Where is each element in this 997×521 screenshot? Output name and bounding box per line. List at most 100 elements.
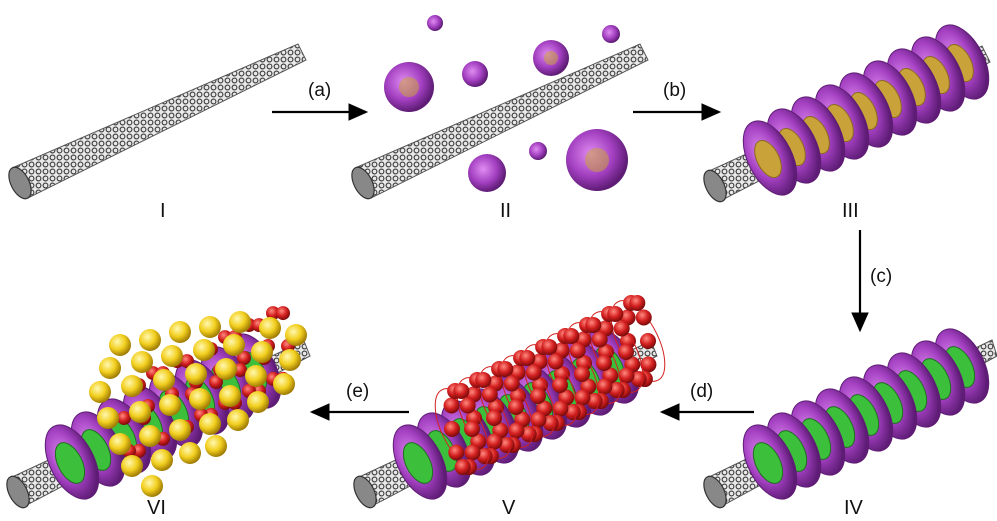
red-bead — [464, 421, 480, 437]
yellow-particle — [139, 425, 161, 447]
yellow-particle — [89, 381, 111, 403]
red-bead — [459, 397, 476, 414]
yellow-particle — [285, 324, 307, 346]
yellow-particle — [245, 365, 267, 387]
core-ring — [754, 139, 782, 179]
red-shell-ring — [434, 388, 490, 470]
stage-VI-yellow-particles — [6, 306, 311, 509]
yellow-particle — [97, 407, 119, 429]
step-label-d: (d) — [690, 381, 714, 402]
red-bead — [574, 389, 591, 406]
micelle — [529, 142, 547, 160]
red-bead — [443, 397, 460, 414]
stage-label-III: III — [842, 200, 859, 222]
yellow-particle — [141, 475, 163, 497]
inner-ring — [54, 442, 86, 484]
red-bead — [497, 360, 514, 377]
yellow-particle — [153, 369, 175, 391]
red-bead — [607, 305, 624, 322]
red-bead — [552, 400, 569, 417]
yellow-particle — [199, 316, 221, 338]
red-bead — [530, 411, 547, 428]
red-bead — [237, 351, 251, 365]
micelle — [462, 61, 488, 87]
yellow-particle — [121, 375, 143, 397]
stage-II-nanotube-and-micelles — [351, 15, 649, 200]
yellow-particle — [219, 385, 241, 407]
red-bead — [481, 386, 498, 403]
red-bead — [486, 410, 502, 426]
yellow-particle — [247, 391, 269, 413]
stage-III-micelle-coated-nanotube — [703, 24, 991, 203]
yellow-particle — [185, 363, 207, 385]
red-bead — [444, 421, 460, 437]
step-label-e: (e) — [346, 381, 370, 402]
step-label-c: (c) — [870, 266, 893, 287]
yellow-particle — [179, 442, 201, 464]
red-bead — [618, 344, 634, 360]
yellow-particle — [159, 394, 181, 416]
red-bead — [591, 331, 608, 348]
red-bead — [276, 306, 290, 321]
red-bead — [448, 444, 465, 461]
stage-label-IV: IV — [844, 497, 863, 519]
red-bead — [508, 422, 525, 439]
red-bead — [464, 444, 481, 461]
red-bead — [132, 443, 146, 458]
red-bead — [569, 342, 586, 359]
red-bead — [596, 355, 612, 371]
stage-label-VI: VI — [147, 497, 166, 519]
red-bead — [640, 356, 657, 373]
red-bead — [596, 378, 613, 395]
red-bead — [530, 388, 546, 404]
yellow-particle — [161, 345, 183, 367]
red-bead — [613, 320, 630, 337]
red-bead — [453, 382, 470, 399]
red-bead — [475, 371, 492, 388]
red-bead — [563, 327, 580, 344]
yellow-particle — [109, 334, 131, 356]
stage-label-I: I — [160, 200, 166, 222]
red-bead — [547, 353, 564, 370]
yellow-particle — [169, 321, 191, 343]
yellow-particle — [279, 349, 301, 371]
red-bead — [209, 375, 223, 389]
red-bead — [585, 316, 602, 333]
red-bead — [629, 294, 646, 311]
red-bead — [640, 333, 656, 349]
yellow-particle — [199, 413, 221, 435]
yellow-particle — [273, 373, 295, 395]
yellow-particle — [151, 449, 173, 471]
micelle — [427, 15, 443, 31]
yellow-particle — [169, 419, 191, 441]
yellow-particle — [229, 311, 251, 333]
red-bead — [541, 338, 558, 355]
red-bead — [525, 364, 542, 381]
red-bead — [266, 306, 280, 321]
step-label-b: (b) — [663, 80, 687, 101]
inner-ring — [752, 442, 784, 484]
step-label-a: (a) — [308, 80, 332, 101]
red-bead — [117, 411, 131, 425]
yellow-particle — [131, 351, 153, 373]
micelle — [602, 25, 620, 43]
red-bead — [519, 349, 536, 366]
micelle — [468, 154, 506, 192]
red-bead — [486, 433, 503, 450]
stage-IV-crosslinked-micelles — [703, 328, 997, 509]
stage-I-nanotube — [8, 43, 307, 200]
yellow-particle — [227, 409, 249, 431]
yellow-particle — [251, 341, 273, 363]
red-bead — [574, 366, 590, 382]
yellow-particle — [205, 435, 227, 457]
yellow-particle — [99, 357, 121, 379]
yellow-particle — [223, 334, 245, 356]
stage-label-II: II — [500, 200, 512, 222]
stage-V-red-shell — [353, 294, 666, 509]
red-bead — [618, 367, 635, 384]
inner-ring — [402, 442, 434, 484]
yellow-particle — [139, 329, 161, 351]
red-bead — [508, 399, 524, 415]
yellow-particle — [189, 388, 211, 410]
